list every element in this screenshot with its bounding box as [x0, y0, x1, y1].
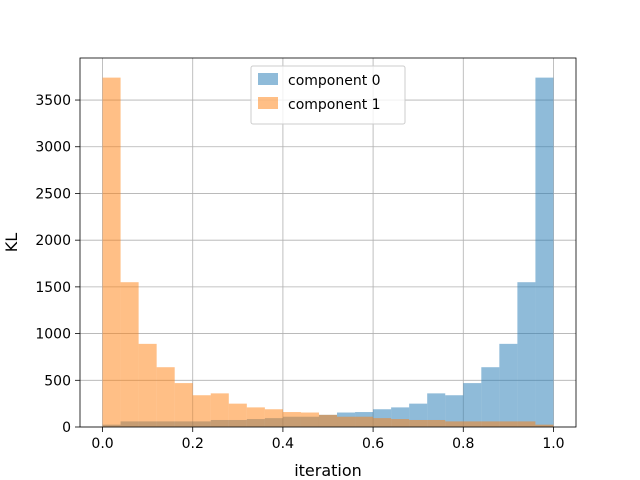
y-tick-label-6: 3000 [35, 140, 71, 156]
legend-swatch-component-0 [258, 73, 278, 85]
bar-series-1-bin-21 [481, 421, 500, 427]
bar-series-1-bin-6 [210, 393, 229, 427]
bar-series-1-bin-7 [228, 403, 247, 427]
axes-frame [79, 57, 577, 428]
y-tick-label-0: 0 [62, 420, 71, 436]
bar-series-1-bin-18 [427, 419, 446, 427]
bar-series-1-bin-14 [355, 416, 374, 427]
bar-series-0-bin-18 [427, 393, 446, 427]
bar-series-1-bin-23 [517, 421, 536, 427]
bar-series-1-bin-11 [300, 412, 319, 427]
legend-box [250, 65, 406, 125]
y-tick-label-3: 1500 [35, 280, 71, 296]
bar-series-1-bin-10 [282, 412, 301, 427]
x-tick-label-1: 0.2 [182, 436, 204, 452]
bar-series-0-bin-24 [535, 77, 554, 427]
x-axis-label: iteration [294, 461, 362, 480]
bar-series-1-bin-2 [138, 343, 157, 427]
bar-series-0-bin-21 [481, 367, 500, 427]
bar-series-1-bin-5 [192, 395, 211, 427]
bar-series-1-bin-1 [120, 282, 139, 427]
axis-ticks: 0.0 0.2 0.4 0.6 0.8 1.0 0 500 1000 1500 2000 2500 30… [35, 93, 564, 452]
legend: component 0 component 1 [250, 65, 406, 125]
legend-swatch-component-1 [258, 97, 278, 109]
bar-series-1-bin-15 [373, 418, 392, 427]
bar-series-1-bin-9 [264, 409, 283, 427]
bar-series-0-bin-19 [445, 395, 464, 427]
y-tick-label-1: 500 [44, 373, 71, 389]
y-tick-label-2: 1000 [35, 327, 71, 343]
x-tick-label-0: 0.0 [91, 436, 113, 452]
bar-series-1-bin-4 [174, 383, 193, 427]
bar-series-1-bin-19 [445, 421, 464, 427]
bar-series-0-bin-20 [463, 383, 482, 427]
bar-series-1-bin-8 [246, 407, 265, 427]
bar-series-1-bin-20 [463, 421, 482, 427]
bar-series-1-bin-24 [535, 424, 554, 427]
bar-series-1-bin-16 [391, 419, 410, 427]
y-tick-label-7: 3500 [35, 93, 71, 109]
bar-series-1-bin-3 [156, 367, 175, 427]
y-tick-label-5: 2500 [35, 186, 71, 202]
bar-series-1-bin-12 [318, 414, 338, 427]
bar-series-1-bin-22 [499, 421, 518, 427]
legend-label-component-1: component 1 [288, 97, 381, 113]
x-tick-label-2: 0.4 [272, 436, 294, 452]
bar-series-0-bin-23 [517, 282, 536, 427]
bar-series-0-bin-22 [499, 343, 518, 427]
x-tick-label-4: 0.8 [452, 436, 474, 452]
legend-label-component-0: component 0 [288, 73, 381, 89]
bar-series-1-bin-13 [337, 416, 356, 427]
bar-series-1-bin-0 [102, 77, 121, 427]
y-tick-label-4: 2000 [35, 233, 71, 249]
histogram-bars [102, 77, 554, 427]
x-tick-label-5: 1.0 [542, 436, 564, 452]
bar-series-1-bin-17 [409, 419, 428, 427]
x-tick-label-3: 0.6 [362, 436, 384, 452]
y-axis-label: KL [2, 233, 21, 252]
